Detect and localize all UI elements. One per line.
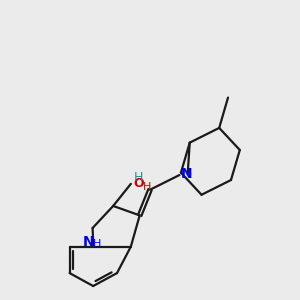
Text: H: H [134,171,143,184]
Text: H: H [143,182,152,192]
Text: O: O [133,177,144,190]
Text: N: N [181,167,193,182]
Text: H: H [92,239,101,249]
Text: N: N [83,236,95,249]
